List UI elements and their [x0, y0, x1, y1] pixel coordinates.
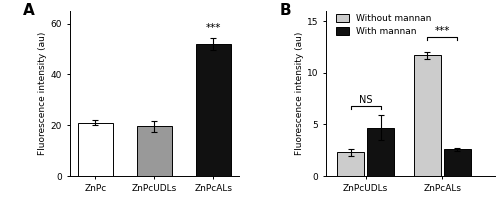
Text: ***: *** [206, 23, 221, 33]
Text: B: B [279, 3, 291, 18]
Bar [78, 123, 113, 176]
Y-axis label: Fluorescence intensity (au): Fluorescence intensity (au) [294, 32, 304, 155]
Bar [444, 149, 470, 176]
Text: NS: NS [359, 95, 372, 105]
Bar [414, 55, 440, 176]
Legend: Without mannan, With mannan: Without mannan, With mannan [334, 12, 433, 38]
Bar [338, 152, 364, 176]
Text: A: A [23, 3, 34, 18]
Text: ***: *** [434, 26, 450, 36]
Y-axis label: Fluorescence intensity (au): Fluorescence intensity (au) [38, 32, 48, 155]
Bar [136, 126, 172, 176]
Bar [368, 128, 394, 176]
Bar [196, 44, 231, 176]
